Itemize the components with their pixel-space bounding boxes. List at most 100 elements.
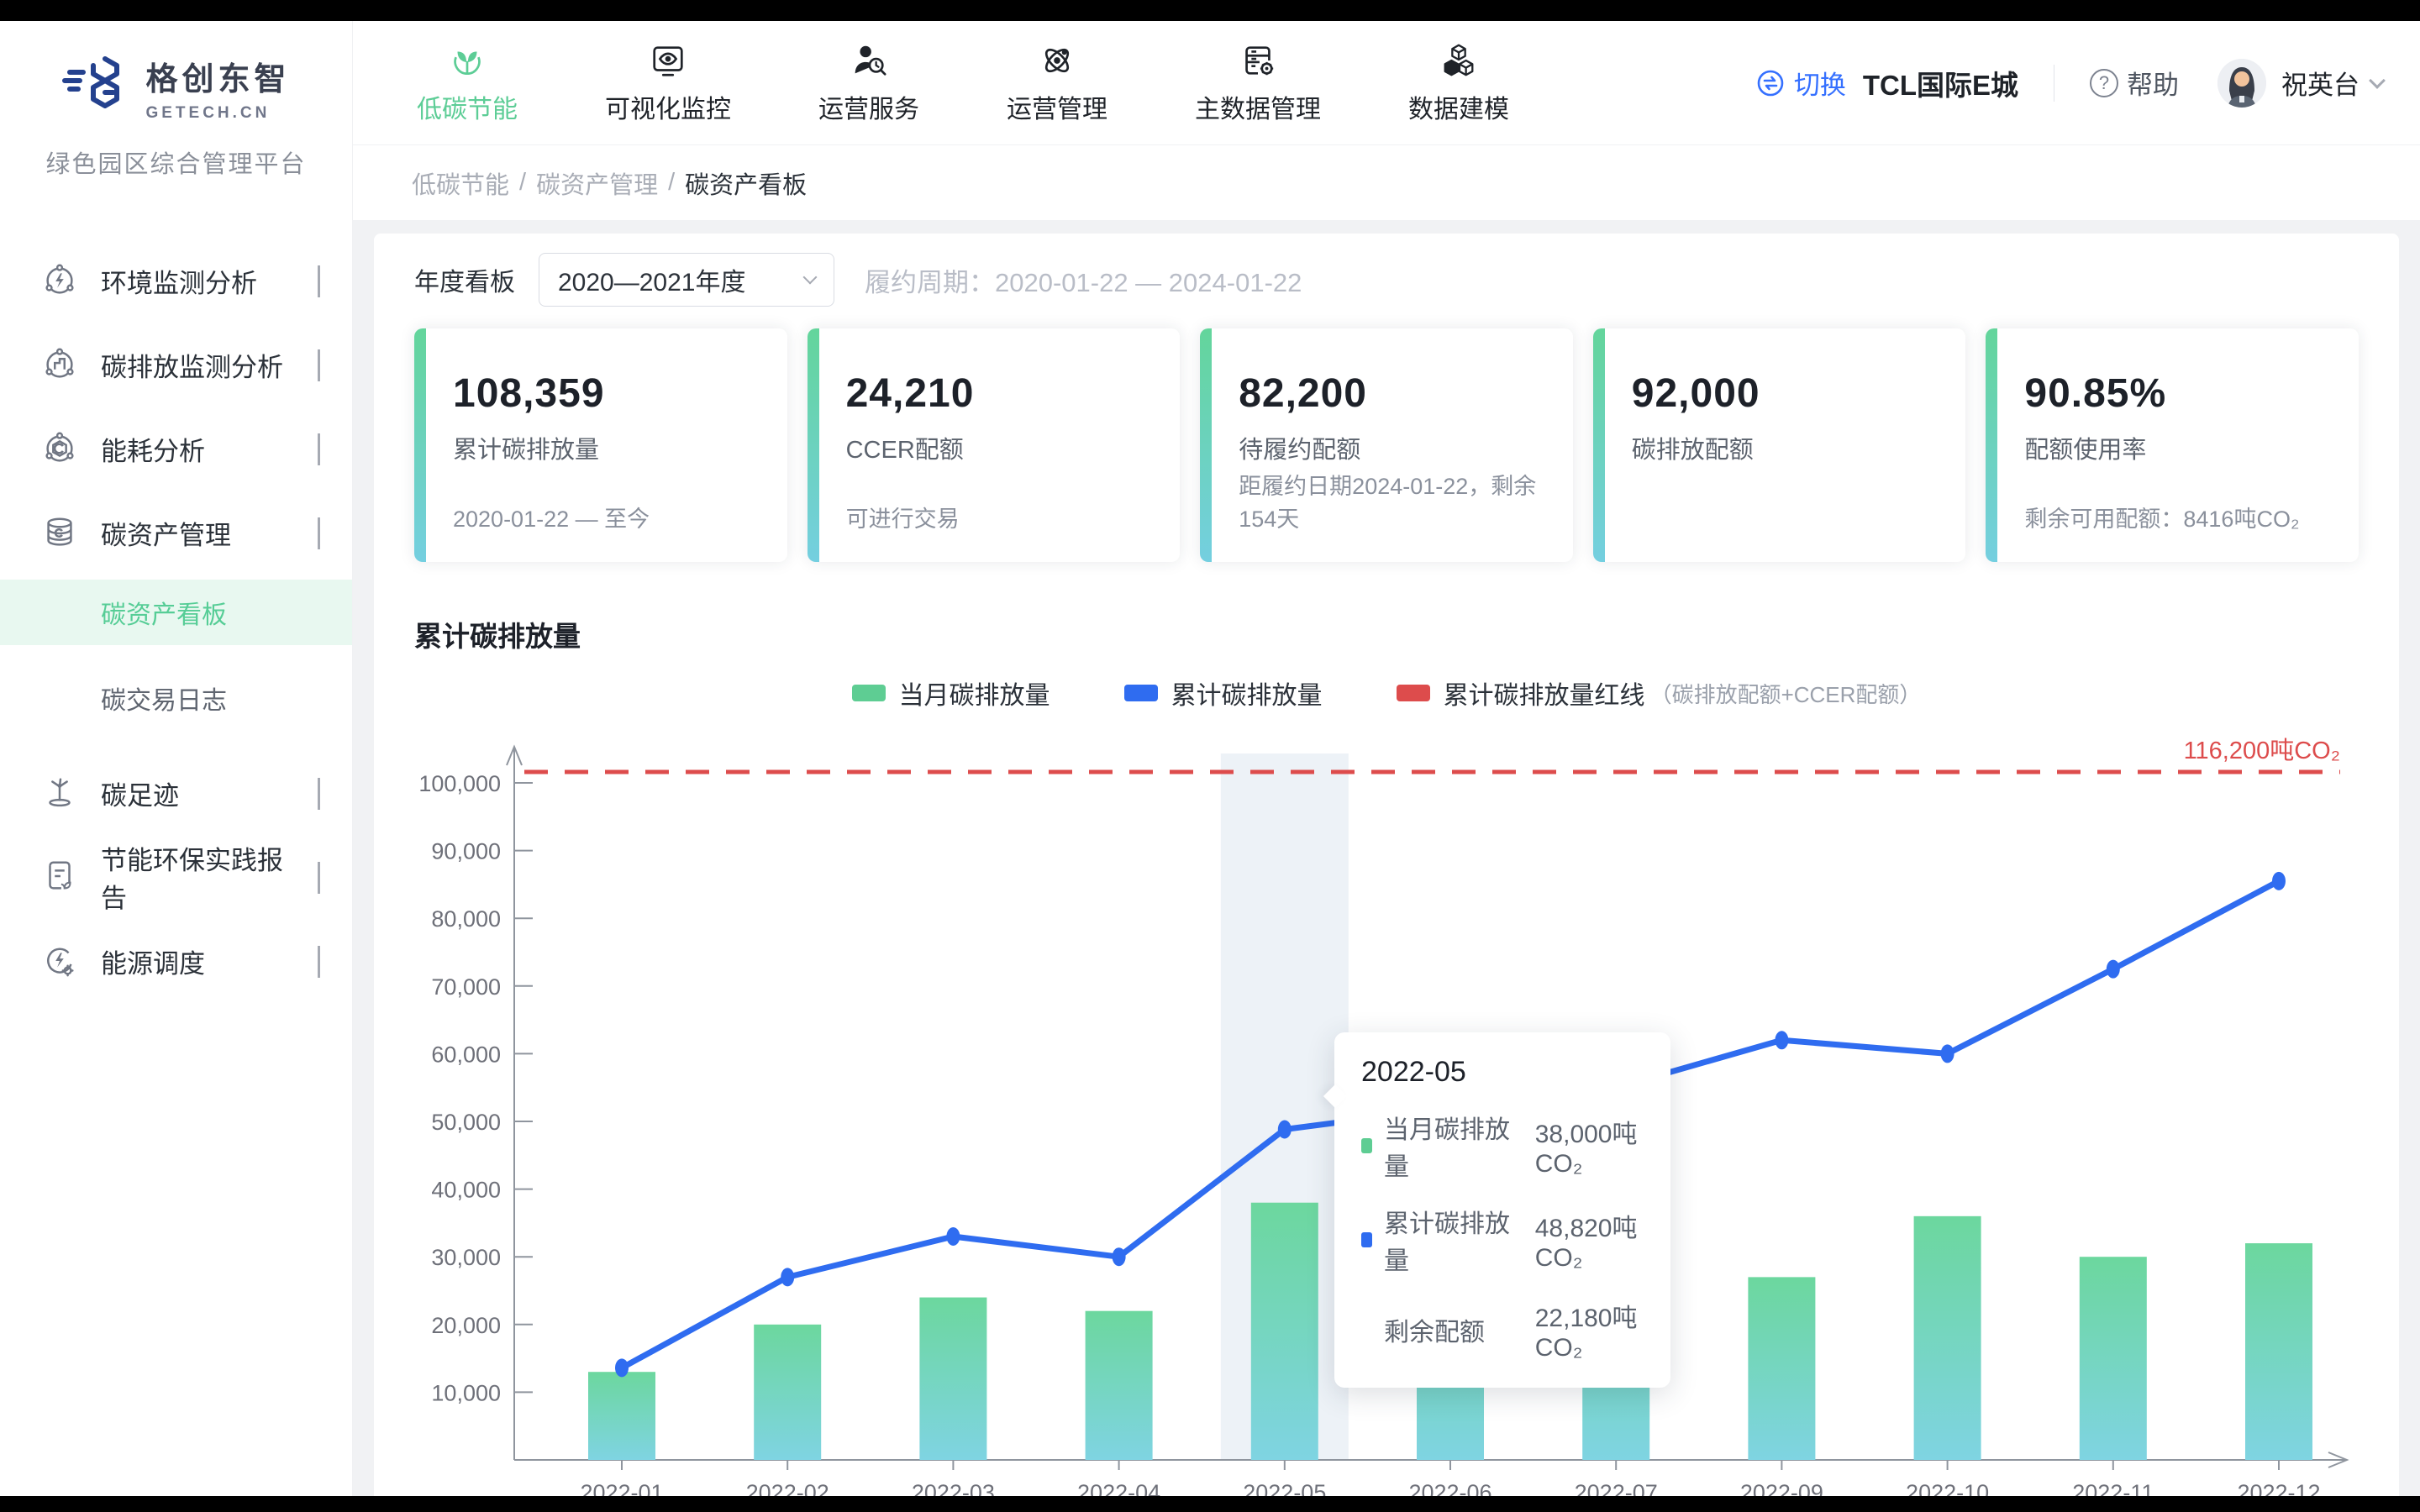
year-select[interactable]: 2020—2021年度 xyxy=(539,253,834,307)
user-service-icon xyxy=(855,45,886,76)
nav-item-operation-service[interactable]: 运营服务 xyxy=(818,41,919,125)
help-button[interactable]: ? 帮助 xyxy=(2090,64,2179,102)
sidebar-item-env-monitoring[interactable]: 环境监测分析 xyxy=(0,239,352,323)
card-note: 2020-01-22 — 至今 xyxy=(453,507,650,532)
svg-text:2022-01: 2022-01 xyxy=(580,1480,663,1496)
sidebar-menu: 环境监测分析 碳排放监测分析 能耗分析 xyxy=(0,239,352,1003)
svg-text:80,000: 80,000 xyxy=(431,906,501,932)
card-label: CCER配额 xyxy=(845,437,964,464)
card-label: 待履约配额 xyxy=(1239,437,1361,464)
card-label: 配额使用率 xyxy=(2024,437,2147,464)
card-accent-bar xyxy=(807,328,819,562)
brand-domain: GETECH.CN xyxy=(145,104,271,122)
card-value: 24,210 xyxy=(845,371,975,416)
svg-text:30,000: 30,000 xyxy=(431,1245,501,1270)
svg-text:40,000: 40,000 xyxy=(431,1178,501,1203)
avatar[interactable] xyxy=(2217,58,2266,108)
breadcrumb-carbon-asset[interactable]: 碳资产管理 xyxy=(536,171,659,199)
sidebar-item-carbon-asset-mgmt[interactable]: 碳资产管理 xyxy=(0,491,352,575)
sprout-icon xyxy=(454,50,481,75)
sidebar-item-carbon-footprint[interactable]: 碳足迹 xyxy=(0,751,352,835)
header-right: 切换 TCL国际E城 ? 帮助 祝英台 xyxy=(1755,58,2386,108)
card-value: 92,000 xyxy=(1631,371,1760,416)
brand-name: 格创东智 xyxy=(145,62,291,97)
tooltip-title: 2022-05 xyxy=(1361,1056,1466,1088)
carbon-asset-icon xyxy=(47,517,72,546)
year-board-label: 年度看板 xyxy=(414,269,515,297)
card-value: 108,359 xyxy=(453,371,605,416)
card-note: 距履约日期2024-01-22，剩余154天 xyxy=(1239,474,1537,532)
filter-row: 年度看板 2020—2021年度 履约周期：2020-01-22 — 2024-… xyxy=(414,253,2359,307)
chevron-right-icon xyxy=(318,349,320,381)
chevron-down-icon xyxy=(802,270,818,285)
top-header: 低碳节能 可视化监控 xyxy=(353,21,2420,144)
card-pending-quota: 82,200 待履约配额 距履约日期2024-01-22，剩余154天 xyxy=(1200,328,1573,562)
tooltip-row: 累计碳排放量 48,820吨CO₂ xyxy=(1361,1203,1644,1277)
chevron-down-icon xyxy=(318,517,320,549)
svg-text:2022-03: 2022-03 xyxy=(912,1480,995,1496)
card-note: 剩余可用配额：8416吨CO₂ xyxy=(2024,507,2300,532)
dashboard-panel: 年度看板 2020—2021年度 履约周期：2020-01-22 — 2024-… xyxy=(374,234,2399,1496)
top-nav: 低碳节能 可视化监控 xyxy=(353,41,1509,125)
legend-red-swatch xyxy=(1396,685,1430,701)
switch-site-button[interactable]: 切换 xyxy=(1755,64,1846,102)
legend-redline[interactable]: 累计碳排放量红线 （碳排放配额+CCER配额） xyxy=(1396,675,1922,711)
site-name[interactable]: TCL国际E城 xyxy=(1862,69,2018,101)
carbon-emission-icon xyxy=(45,348,74,378)
sidebar-item-energy-saving-report[interactable]: 节能环保实践报告 xyxy=(0,835,352,919)
tooltip-blue-swatch xyxy=(1361,1232,1373,1247)
emission-chart: 10,000 20,000 30,000 40,000 50,000 60,000 70,0… xyxy=(414,728,2359,1496)
card-ccer-quota: 24,210 CCER配额 可进行交易 xyxy=(807,328,1181,562)
chevron-right-icon xyxy=(318,862,320,894)
svg-text:100,000: 100,000 xyxy=(418,771,501,796)
sidebar-subitem-carbon-asset-board[interactable]: 碳资产看板 xyxy=(0,580,352,645)
svg-text:2022-02: 2022-02 xyxy=(746,1480,829,1496)
chevron-right-icon xyxy=(318,265,320,297)
sidebar-item-carbon-emission-monitoring[interactable]: 碳排放监测分析 xyxy=(0,323,352,407)
svg-text:2022-05: 2022-05 xyxy=(1243,1480,1326,1496)
nav-item-data-modeling[interactable]: 数据建模 xyxy=(1408,41,1509,125)
content-area: 年度看板 2020—2021年度 履约周期：2020-01-22 — 2024-… xyxy=(353,220,2420,1496)
legend-green-swatch xyxy=(851,685,886,701)
card-quota-usage: 90.85% 配额使用率 剩余可用配额：8416吨CO₂ xyxy=(1986,328,2359,562)
chart-title: 累计碳排放量 xyxy=(414,621,581,652)
card-value: 90.85% xyxy=(2024,371,2167,416)
breadcrumb: 低碳节能 / 碳资产管理 / 碳资产看板 xyxy=(353,144,2420,220)
svg-text:2022-12: 2022-12 xyxy=(2237,1480,2320,1496)
sidebar-item-energy-dispatch[interactable]: 能源调度 xyxy=(0,919,352,1003)
chevron-right-icon xyxy=(318,433,320,465)
legend-cumulative-emission[interactable]: 累计碳排放量 xyxy=(1123,675,1323,711)
legend-redline-note: （碳排放配额+CCER配额） xyxy=(1649,681,1922,707)
period-note: 履约周期：2020-01-22 — 2024-01-22 xyxy=(865,267,1302,297)
energy-analysis-icon xyxy=(45,432,74,462)
sidebar: 格创东智 GETECH.CN 绿色园区综合管理平台 环境监测分析 碳排放监测分析 xyxy=(0,21,353,1496)
nav-item-visual-monitoring[interactable]: 可视化监控 xyxy=(605,41,731,125)
card-accent-bar xyxy=(1200,328,1213,562)
card-accent-bar xyxy=(414,328,426,562)
user-name[interactable]: 祝英台 xyxy=(2281,71,2360,100)
svg-text:2022-06: 2022-06 xyxy=(1408,1480,1491,1496)
svg-text:70,000: 70,000 xyxy=(431,974,501,1000)
svg-text:60,000: 60,000 xyxy=(431,1042,501,1067)
carbon-asset-submenu: 碳资产看板 碳交易日志 xyxy=(0,580,352,731)
legend-monthly-emission[interactable]: 当月碳排放量 xyxy=(851,675,1050,711)
nav-item-master-data[interactable]: 主数据管理 xyxy=(1195,41,1321,125)
card-value: 82,200 xyxy=(1239,371,1367,416)
question-icon: ? xyxy=(2090,68,2118,97)
breadcrumb-low-carbon[interactable]: 低碳节能 xyxy=(412,171,510,199)
env-monitoring-icon xyxy=(45,264,74,294)
card-note: 可进行交易 xyxy=(845,507,960,532)
sidebar-item-energy-analysis[interactable]: 能耗分析 xyxy=(0,407,352,491)
chevron-down-icon[interactable] xyxy=(2369,71,2386,89)
sidebar-subitem-carbon-trade-log[interactable]: 碳交易日志 xyxy=(101,687,227,715)
card-accent-bar xyxy=(1986,328,1998,562)
nav-item-operation-mgmt[interactable]: 运营管理 xyxy=(1007,41,1107,125)
svg-text:116,200吨CO₂: 116,200吨CO₂ xyxy=(2184,737,2340,764)
card-cumulative-emission: 108,359 累计碳排放量 2020-01-22 — 至今 xyxy=(414,328,787,562)
svg-text:2022-09: 2022-09 xyxy=(1740,1480,1823,1496)
report-icon xyxy=(49,861,71,890)
nav-item-low-carbon[interactable]: 低碳节能 xyxy=(417,41,518,125)
cubes-icon xyxy=(1444,44,1474,76)
chevron-right-icon xyxy=(318,778,320,810)
main-column: 低碳节能 可视化监控 xyxy=(353,21,2420,1496)
